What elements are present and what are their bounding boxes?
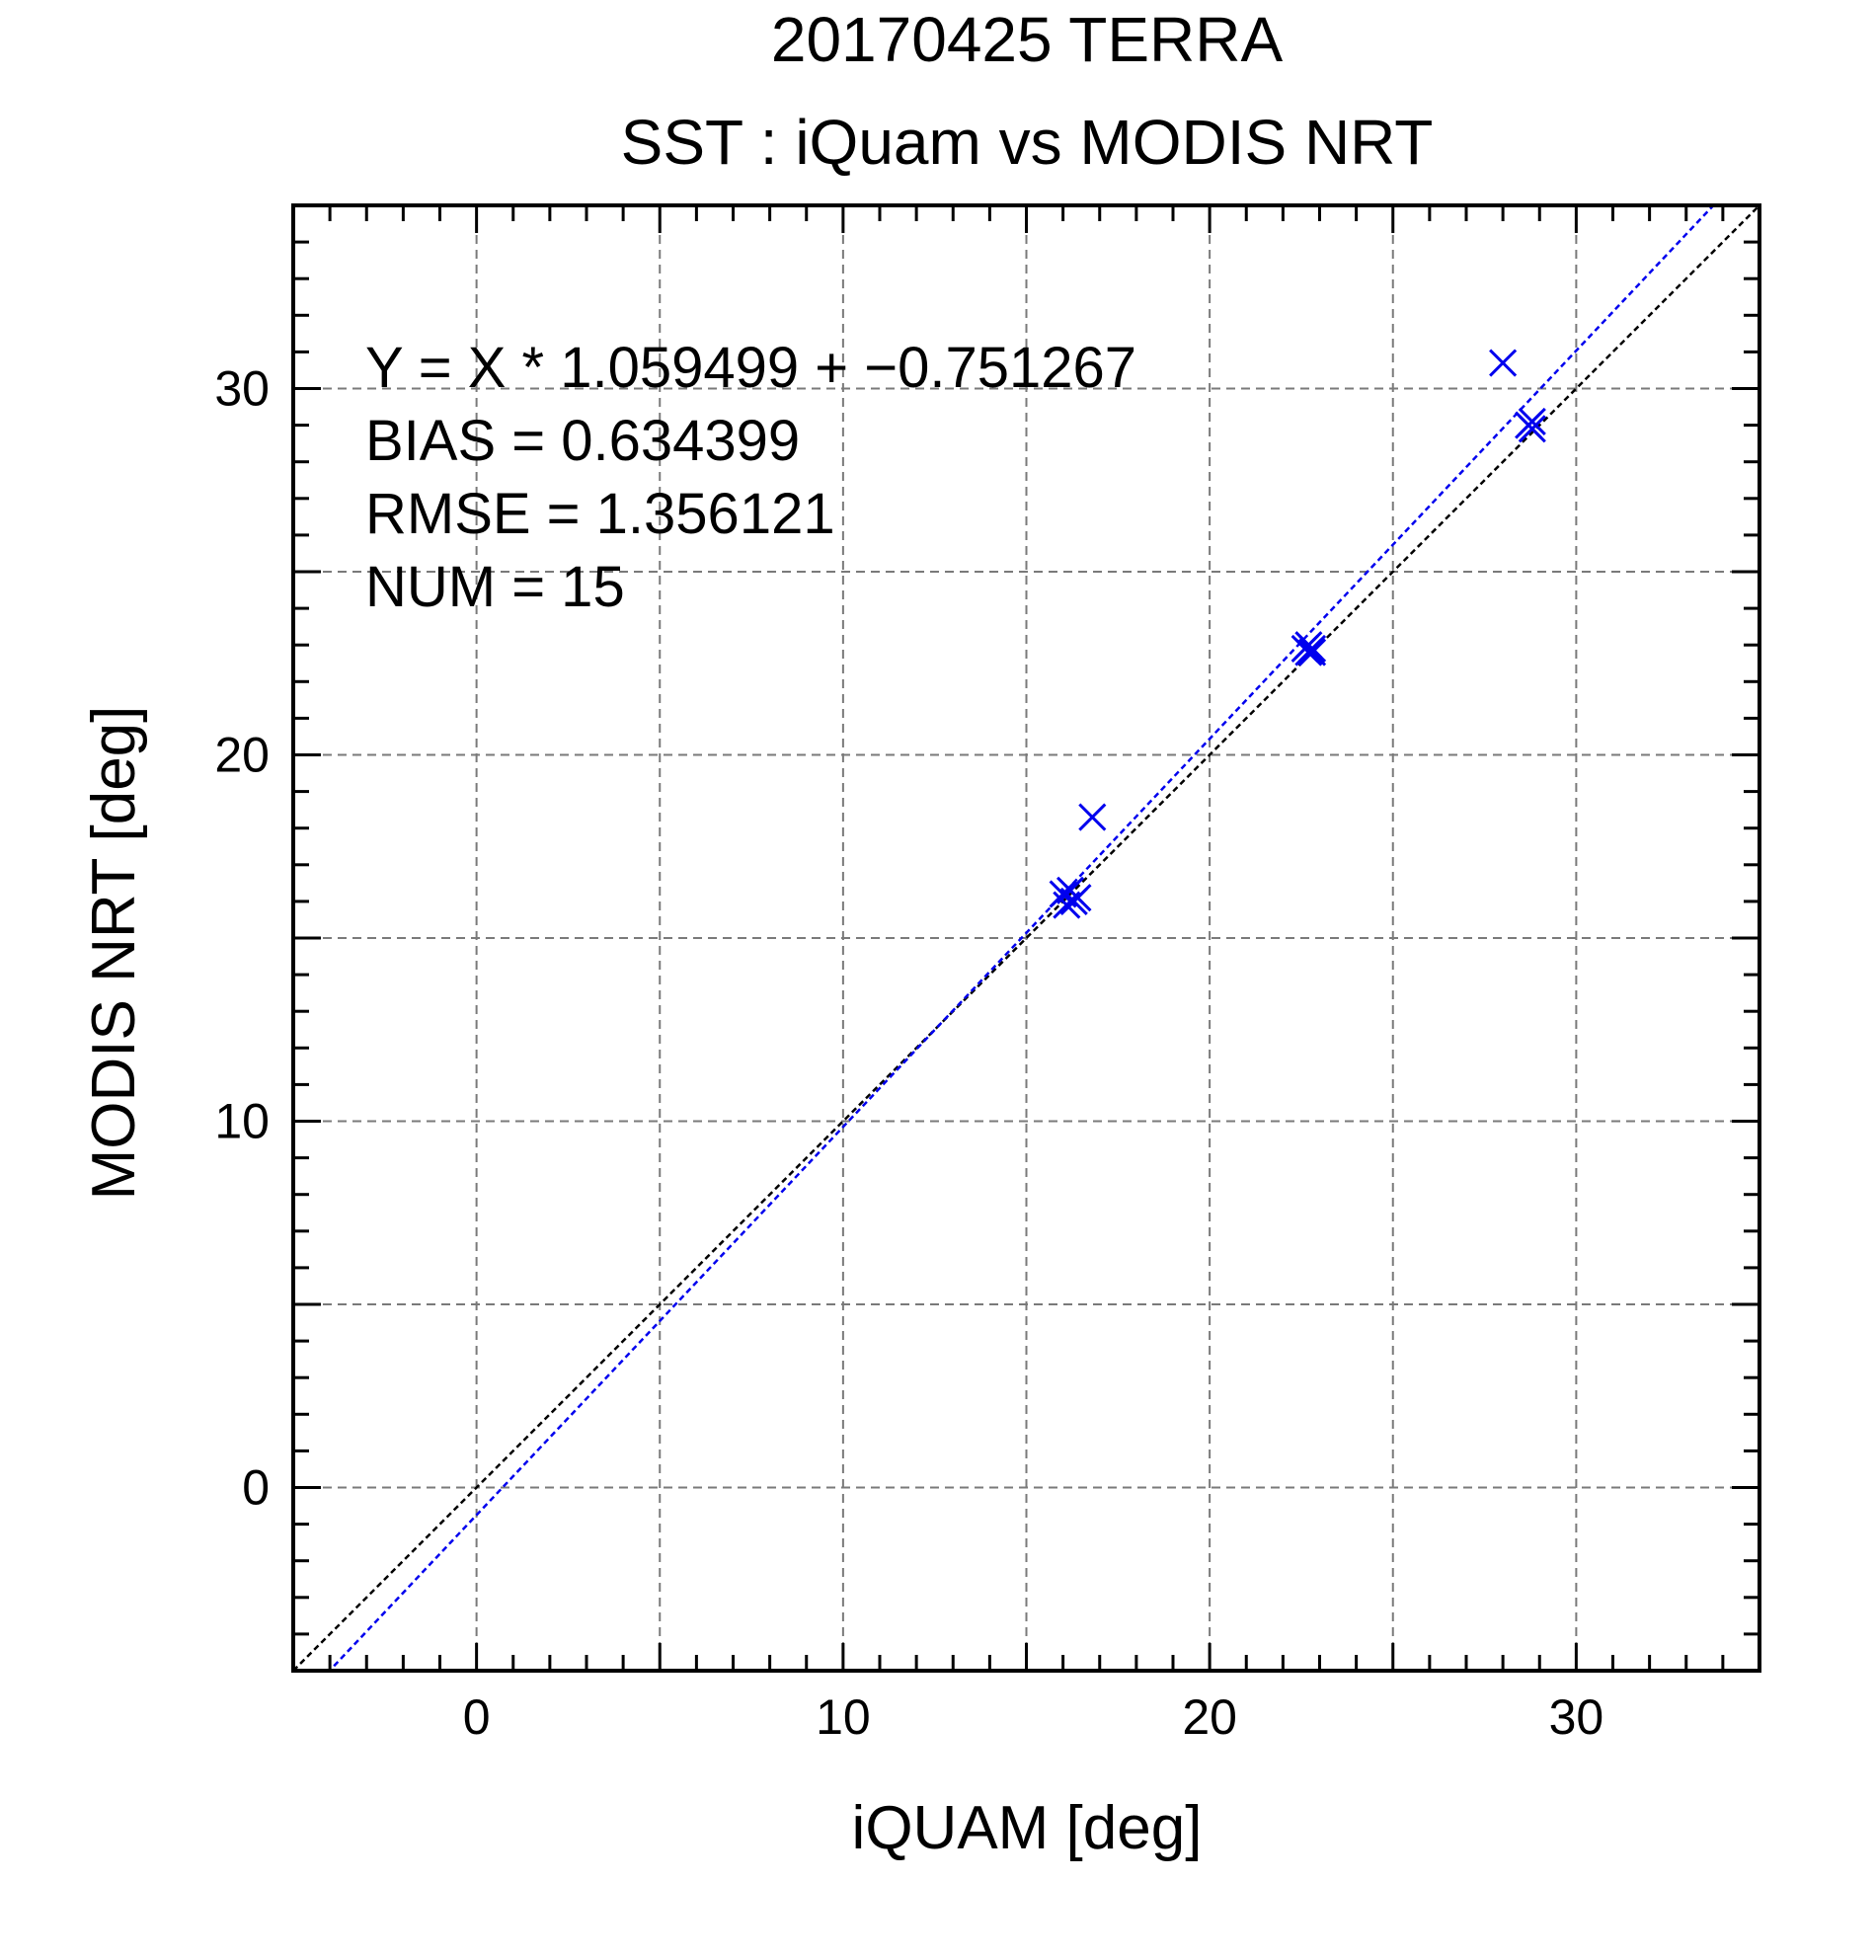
data-point-stroke bbox=[1518, 415, 1546, 443]
data-points bbox=[1049, 349, 1546, 919]
data-point bbox=[1518, 415, 1546, 443]
chart-title: 20170425 TERRA bbox=[771, 4, 1284, 75]
data-point bbox=[1063, 884, 1092, 912]
regression-fit-line bbox=[328, 205, 1716, 1671]
data-point bbox=[1489, 349, 1518, 377]
data-point-stroke bbox=[1078, 803, 1107, 831]
reference-lines bbox=[293, 205, 1759, 1671]
x-tick-label: 30 bbox=[1549, 1689, 1604, 1745]
count-value: NUM = 15 bbox=[365, 555, 625, 619]
x-tick-label: 20 bbox=[1182, 1689, 1237, 1745]
plot-frame bbox=[291, 203, 1761, 1673]
data-point-stroke bbox=[1489, 349, 1518, 377]
y-tick-label: 30 bbox=[214, 361, 270, 417]
data-point-stroke bbox=[1298, 634, 1327, 663]
fit-statistics: Y = X * 1.059499 + −0.751267 BIAS = 0.63… bbox=[365, 336, 1136, 619]
data-point-stroke bbox=[1298, 638, 1327, 666]
x-axis-label: iQUAM [deg] bbox=[852, 1794, 1203, 1862]
data-point bbox=[1518, 407, 1546, 435]
y-axis-label: MODIS NRT [deg] bbox=[80, 706, 148, 1201]
x-tick-label: 10 bbox=[816, 1689, 871, 1745]
data-point-stroke bbox=[1518, 407, 1546, 435]
data-point-stroke bbox=[1049, 880, 1077, 908]
tick-labels: 0 10 20 30 0 10 20 30 bbox=[214, 361, 1603, 1746]
fit-equation: Y = X * 1.059499 + −0.751267 bbox=[365, 336, 1136, 400]
axis-ticks bbox=[291, 203, 1761, 1673]
data-point bbox=[1298, 634, 1327, 663]
y-tick-label: 10 bbox=[214, 1094, 270, 1149]
data-point bbox=[1078, 803, 1107, 831]
grid bbox=[293, 205, 1759, 1671]
y-tick-label: 0 bbox=[242, 1460, 270, 1516]
rmse-value: RMSE = 1.356121 bbox=[365, 482, 835, 546]
x-tick-label: 0 bbox=[463, 1689, 491, 1745]
y-tick-label: 20 bbox=[214, 728, 270, 783]
bias-value: BIAS = 0.634399 bbox=[365, 409, 800, 473]
chart-subtitle: SST : iQuam vs MODIS NRT bbox=[621, 107, 1434, 178]
data-point bbox=[1298, 638, 1327, 666]
data-point-stroke bbox=[1063, 884, 1092, 912]
